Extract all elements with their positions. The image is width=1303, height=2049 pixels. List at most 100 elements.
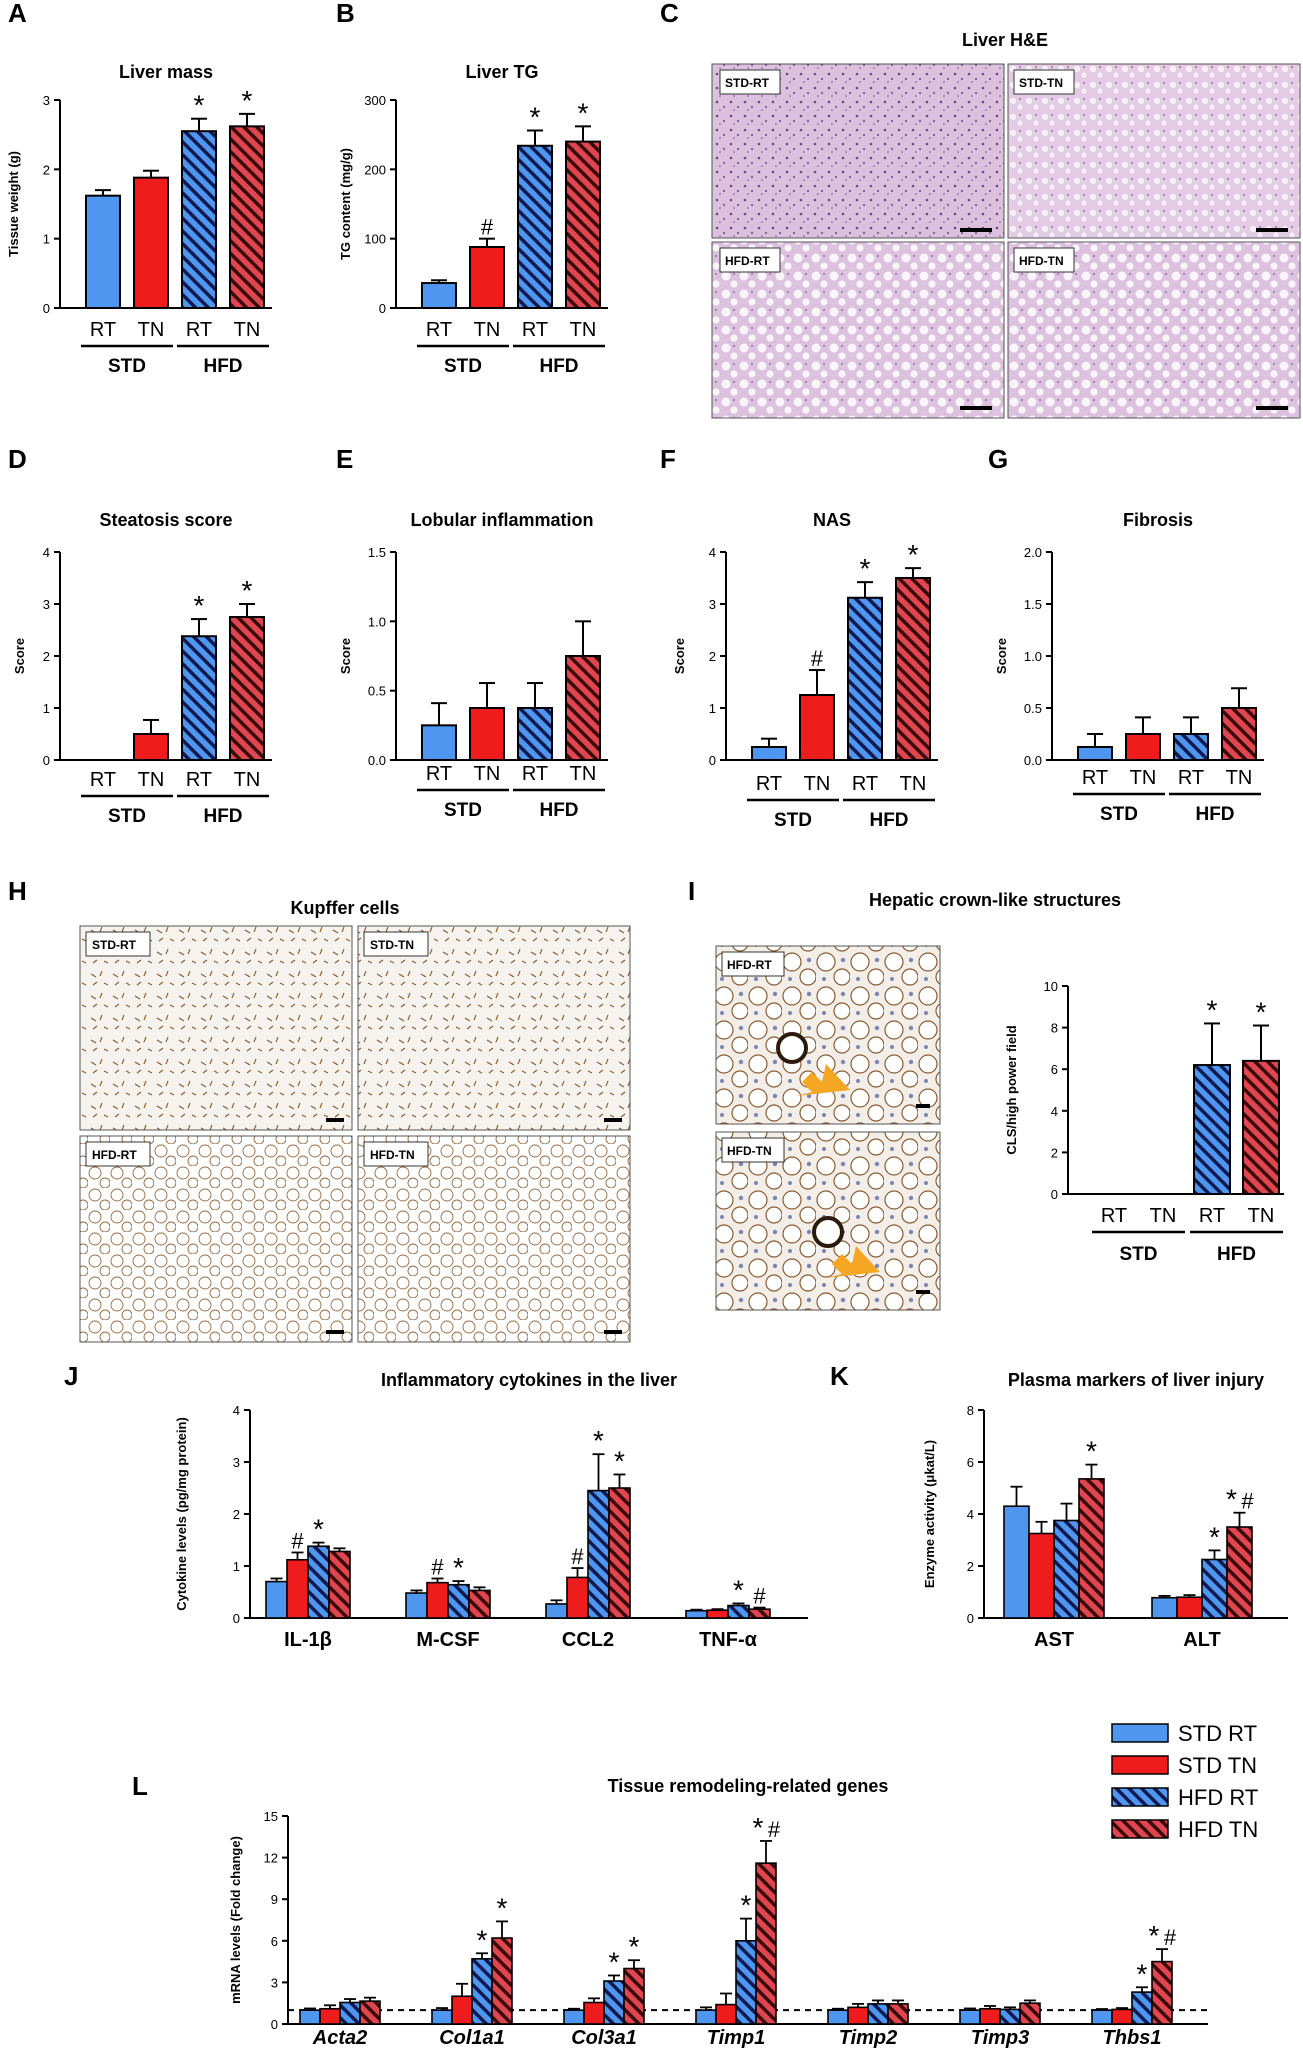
group-label-hfd: HFD <box>1195 804 1234 825</box>
kupffer-tag-box <box>363 1141 429 1167</box>
cls-tag-box <box>721 1137 785 1163</box>
chart-title: Inflammatory cytokines in the liver <box>381 1370 677 1390</box>
bar <box>299 2009 321 2025</box>
bar <box>563 2009 585 2025</box>
legend-swatch-std-rt <box>1111 1723 1169 1743</box>
panel-label-k: K <box>830 1361 849 1391</box>
y-axis-label: TG content (mg/g) <box>338 148 353 260</box>
chart-l: Tissue remodeling-related genes mRNA leve… <box>228 1776 1208 2049</box>
bar <box>1125 733 1161 761</box>
legend-label-std-tn: STD TN <box>1178 1753 1257 1778</box>
condition-label: RT <box>756 773 782 795</box>
cls-micrograph-panel: Hepatic crown-like structures HFD-RT HFD… <box>715 890 1121 1311</box>
bar <box>748 1608 771 1619</box>
he-tag-std-rt: STD-RT <box>725 76 770 90</box>
significance-mark: * <box>733 1574 744 1605</box>
y-axis-label: Enzyme activity (μkat/L) <box>922 1440 937 1588</box>
significance-mark: * <box>530 102 541 133</box>
bar <box>827 2009 849 2025</box>
legend: STD RT STD TN HFD RT HFD TN <box>1111 1721 1258 1842</box>
he-tag-box <box>719 247 781 273</box>
crown-like-structure <box>812 1216 844 1248</box>
bar <box>867 2003 889 2025</box>
y-tick-label: 4 <box>967 1507 974 1522</box>
legend-swatch-std-tn <box>1111 1755 1169 1775</box>
y-tick-label: 6 <box>271 1934 278 1949</box>
kupffer-tag-hfd-tn: HFD-TN <box>370 1148 415 1162</box>
category-label: Col1a1 <box>439 2027 505 2049</box>
condition-label: TN <box>234 319 261 341</box>
significance-mark: * <box>593 1425 604 1456</box>
significance-mark: * <box>860 553 871 584</box>
category-label: IL-1β <box>284 1629 332 1651</box>
bar <box>1193 1064 1231 1196</box>
category-label: Thbs1 <box>1103 2027 1162 2049</box>
y-tick-label: 0.5 <box>1024 701 1042 716</box>
y-tick-label: 3 <box>43 597 50 612</box>
significance-mark: # <box>571 1544 584 1569</box>
panel-label-g: G <box>988 444 1008 474</box>
significance-mark: * <box>242 575 253 606</box>
he-tag-std-tn: STD-TN <box>1019 76 1063 90</box>
bar <box>715 2003 737 2025</box>
group-label-hfd: HFD <box>539 356 578 377</box>
panel-label-a: A <box>8 0 27 28</box>
bar <box>735 1940 757 2025</box>
category-label: Timp1 <box>707 2027 766 2049</box>
kupffer-tag-box <box>85 931 151 957</box>
condition-label: RT <box>90 319 116 341</box>
group-label-hfd: HFD <box>869 810 908 831</box>
condition-label: RT <box>1101 1205 1127 1227</box>
category-label: Timp3 <box>971 2027 1030 2049</box>
significance-mark: * <box>578 97 589 128</box>
kupffer-tag-box <box>85 1141 151 1167</box>
he-tag-box <box>1013 247 1075 273</box>
y-tick-label: 0 <box>1051 1187 1058 1202</box>
y-tick-label: 0 <box>43 753 50 768</box>
panel-label-c: C <box>660 0 679 28</box>
chart-title: Tissue remodeling-related genes <box>608 1776 889 1796</box>
kupffer-tag-std-rt: STD-RT <box>92 938 137 952</box>
y-tick-label: 2 <box>1051 1145 1058 1160</box>
y-axis-label: Score <box>12 638 27 674</box>
bar <box>1176 1596 1203 1619</box>
bar <box>1111 2008 1133 2025</box>
y-tick-label: 1.5 <box>1024 597 1042 612</box>
group-label-std: STD <box>774 810 812 831</box>
y-tick-label: 0 <box>709 753 716 768</box>
bar <box>181 130 217 309</box>
bar <box>229 125 265 309</box>
panel-label-i: I <box>688 876 695 906</box>
bar <box>1201 1558 1228 1619</box>
bar <box>847 596 883 762</box>
bar <box>468 1589 491 1619</box>
significance-mark: # <box>1164 1925 1177 1950</box>
chart-title: NAS <box>813 510 851 530</box>
bar <box>491 1937 513 2025</box>
significance-mark: * <box>614 1445 625 1476</box>
bar <box>265 1580 288 1619</box>
significance-mark: * <box>242 85 253 116</box>
bar <box>1221 707 1257 761</box>
y-tick-label: 3 <box>233 1455 240 1470</box>
panel-label-l: L <box>132 1771 148 1801</box>
bar <box>319 2007 341 2025</box>
significance-mark: # <box>811 646 824 671</box>
y-tick-label: 4 <box>1051 1104 1058 1119</box>
y-axis-label: Score <box>338 638 353 674</box>
bar <box>133 176 169 309</box>
y-tick-label: 0 <box>967 1611 974 1626</box>
y-tick-label: 3 <box>271 1975 278 1990</box>
group-label-hfd: HFD <box>1217 1244 1256 1265</box>
y-tick-label: 0 <box>379 301 386 316</box>
bar <box>979 2007 1001 2025</box>
bar <box>566 1576 589 1619</box>
legend-label-hfd-tn: HFD TN <box>1178 1817 1258 1842</box>
significance-mark: * <box>1086 1436 1097 1467</box>
y-tick-label: 1.0 <box>1024 649 1042 664</box>
bar <box>565 140 601 309</box>
bar <box>471 1958 493 2025</box>
condition-label: RT <box>522 763 548 785</box>
arrow-icon <box>796 1064 850 1096</box>
